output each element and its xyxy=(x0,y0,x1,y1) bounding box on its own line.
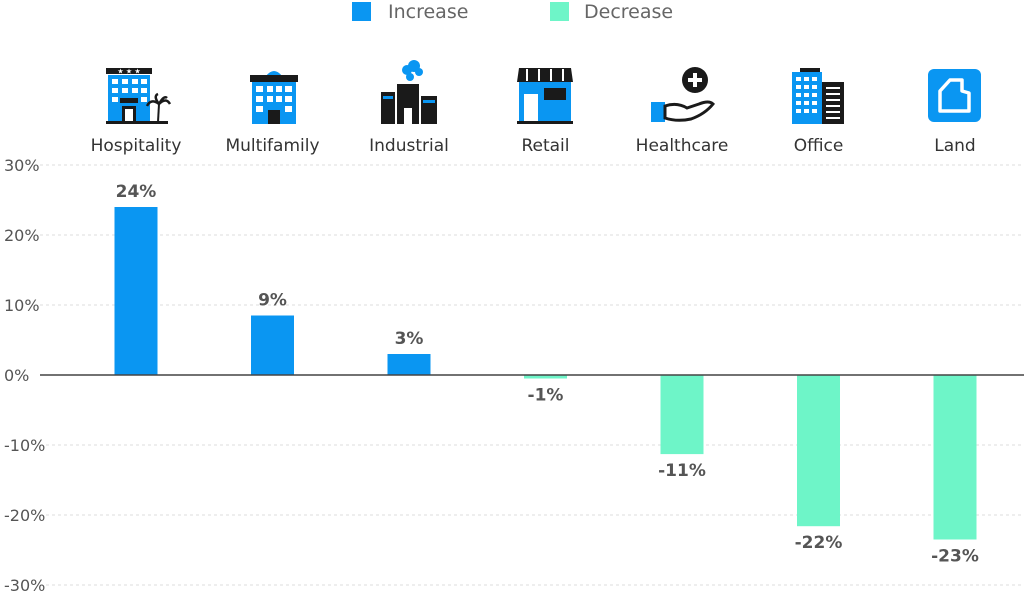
y-tick-label: 10% xyxy=(4,296,40,315)
hotel-icon: ★ ★ ★ xyxy=(106,68,172,124)
data-label: -23% xyxy=(931,547,979,567)
y-tick-label: 30% xyxy=(4,156,40,175)
office-tower-icon xyxy=(792,68,844,124)
bar xyxy=(933,375,977,540)
storefront-icon xyxy=(517,68,573,124)
svg-text:★ ★ ★: ★ ★ ★ xyxy=(117,68,140,76)
bar xyxy=(797,375,840,527)
gridlines xyxy=(40,164,1024,586)
data-label: -11% xyxy=(658,461,706,481)
category-label: Hospitality xyxy=(91,136,182,156)
category-label: Industrial xyxy=(369,136,449,156)
bar xyxy=(524,375,567,379)
y-tick-label: -20% xyxy=(4,506,45,525)
healthcare-hand-icon xyxy=(651,67,716,122)
apartment-building-icon xyxy=(250,71,298,124)
y-axis-tick-labels: 30% 20% 10% 0% -10% -20% -30% xyxy=(4,156,45,594)
y-tick-label: -30% xyxy=(4,576,45,594)
data-label: 3% xyxy=(395,329,424,349)
category-icons: ★ ★ ★ xyxy=(106,60,981,124)
y-tick-label: 0% xyxy=(4,366,29,385)
land-parcel-icon xyxy=(928,69,981,122)
legend-label-decrease: Decrease xyxy=(584,1,673,23)
category-labels: Hospitality Multifamily Industrial Retail He… xyxy=(91,136,976,156)
bar xyxy=(660,375,704,455)
bar xyxy=(251,315,294,375)
data-label: -22% xyxy=(795,533,843,553)
bars xyxy=(40,207,1024,540)
category-label: Office xyxy=(794,136,844,156)
legend: Increase Decrease xyxy=(352,1,673,23)
y-tick-label: 20% xyxy=(4,226,40,245)
category-label: Multifamily xyxy=(225,136,319,156)
legend-swatch-increase xyxy=(352,2,371,21)
y-tick-label: -10% xyxy=(4,436,45,455)
legend-swatch-decrease xyxy=(550,2,569,21)
category-label: Retail xyxy=(521,136,569,156)
bar xyxy=(114,207,158,375)
data-labels: 24% 9% 3% -1% -11% -22% -23% xyxy=(116,182,979,567)
category-label: Land xyxy=(934,136,975,156)
factory-icon xyxy=(381,60,437,124)
category-label: Healthcare xyxy=(636,136,729,156)
data-label: 24% xyxy=(116,182,157,202)
bar xyxy=(387,354,431,375)
legend-label-increase: Increase xyxy=(388,1,468,23)
data-label: 9% xyxy=(258,291,287,311)
data-label: -1% xyxy=(528,386,564,406)
